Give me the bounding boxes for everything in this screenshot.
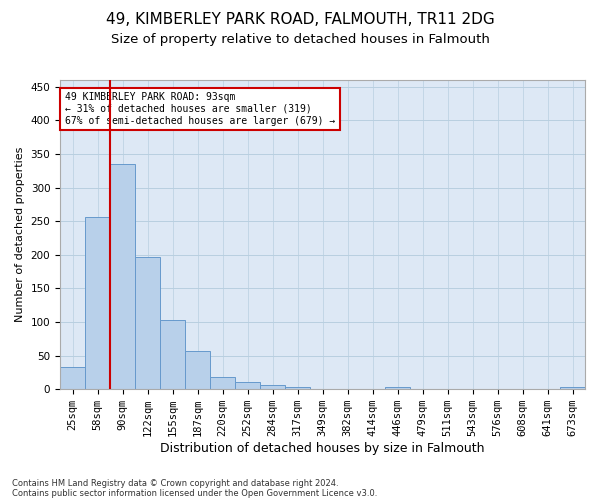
Bar — [160, 320, 185, 389]
Text: 49, KIMBERLEY PARK ROAD, FALMOUTH, TR11 2DG: 49, KIMBERLEY PARK ROAD, FALMOUTH, TR11 … — [106, 12, 494, 28]
Bar — [110, 164, 135, 389]
Bar — [260, 384, 285, 389]
Bar — [135, 257, 160, 389]
Bar — [60, 367, 85, 389]
Text: Size of property relative to detached houses in Falmouth: Size of property relative to detached ho… — [110, 32, 490, 46]
Bar — [285, 386, 310, 389]
Y-axis label: Number of detached properties: Number of detached properties — [15, 147, 25, 322]
Bar — [85, 217, 110, 389]
X-axis label: Distribution of detached houses by size in Falmouth: Distribution of detached houses by size … — [160, 442, 485, 455]
Text: 49 KIMBERLEY PARK ROAD: 93sqm
← 31% of detached houses are smaller (319)
67% of : 49 KIMBERLEY PARK ROAD: 93sqm ← 31% of d… — [65, 92, 335, 126]
Bar — [210, 377, 235, 389]
Text: Contains public sector information licensed under the Open Government Licence v3: Contains public sector information licen… — [12, 488, 377, 498]
Bar — [385, 386, 410, 389]
Bar — [235, 382, 260, 389]
Bar — [560, 386, 585, 389]
Text: Contains HM Land Registry data © Crown copyright and database right 2024.: Contains HM Land Registry data © Crown c… — [12, 478, 338, 488]
Bar — [185, 351, 210, 389]
